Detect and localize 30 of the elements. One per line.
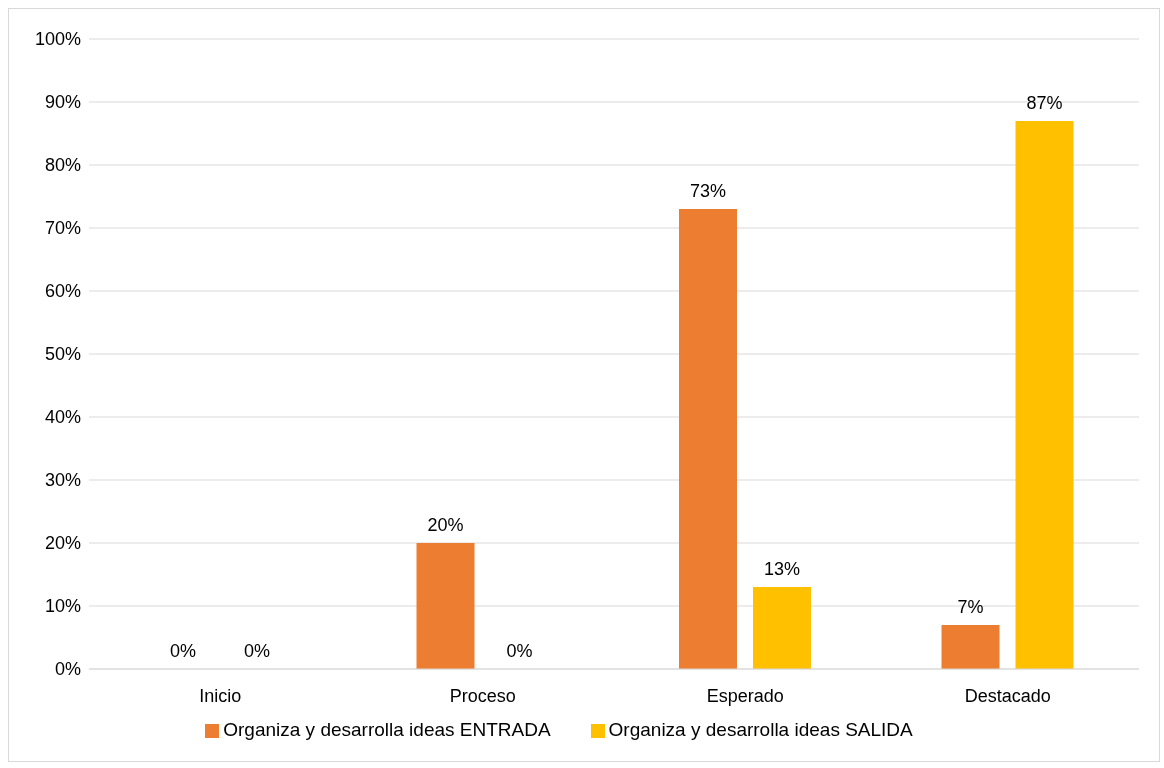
y-tick-label: 10% <box>44 596 81 617</box>
data-label: 0% <box>169 640 197 661</box>
x-tick-label: Destacado <box>964 685 1051 706</box>
data-label: 87% <box>1026 92 1063 113</box>
legend-label: Organiza y desarrolla ideas SALIDA <box>608 719 913 740</box>
y-tick-label: 100% <box>34 29 81 50</box>
bar <box>679 209 737 669</box>
y-tick-label: 50% <box>44 344 81 365</box>
bar <box>1015 120 1074 669</box>
y-tick-label: 90% <box>44 92 81 113</box>
data-label: 7% <box>957 596 984 617</box>
legend-label: Organiza y desarrolla ideas ENTRADA <box>223 719 551 740</box>
y-tick-label: 40% <box>44 407 81 428</box>
data-label: 0% <box>506 640 533 661</box>
y-tick-label: 0% <box>54 659 81 680</box>
x-tick-label: Esperado <box>706 685 784 706</box>
y-tick-label: 60% <box>44 281 81 302</box>
y-tick-label: 20% <box>44 533 81 554</box>
bar <box>941 624 1000 669</box>
y-tick-label: 70% <box>44 218 81 239</box>
x-tick-label: Proceso <box>449 685 516 706</box>
data-label: 73% <box>689 181 727 202</box>
y-tick-label: 80% <box>44 155 81 176</box>
data-label: 0% <box>243 640 271 661</box>
bar <box>753 587 811 669</box>
data-label: 20% <box>427 515 464 535</box>
y-tick-label: 30% <box>44 470 81 491</box>
x-tick-label: Inicio <box>199 685 242 706</box>
bar <box>416 543 475 669</box>
data-label: 13% <box>763 559 801 580</box>
